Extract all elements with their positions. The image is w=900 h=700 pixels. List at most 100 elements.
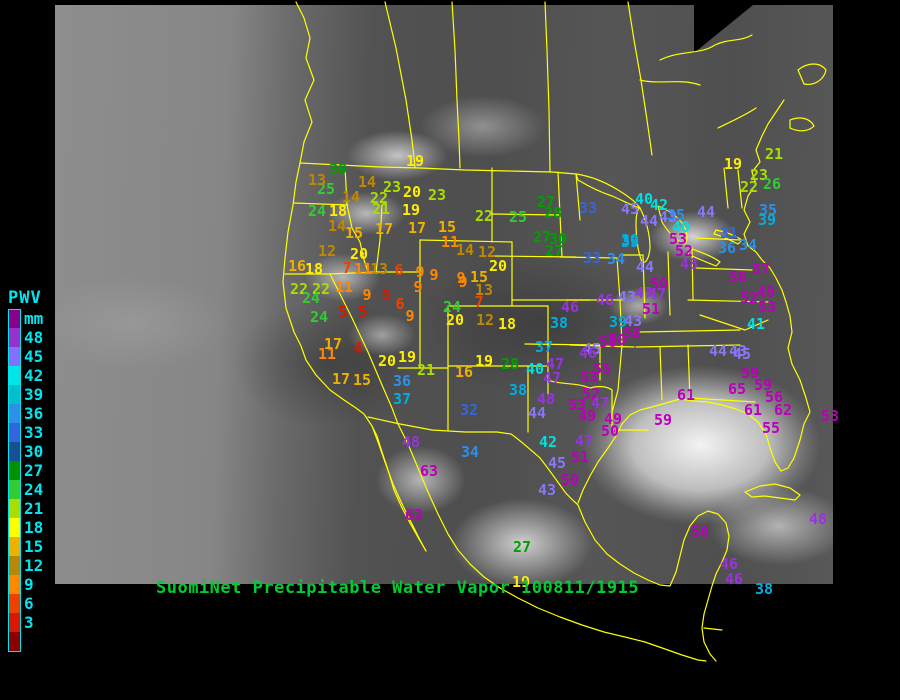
legend-entry: 18 [8, 518, 43, 537]
station-pwv-value: 27 [532, 228, 552, 247]
station-pwv-value: 27 [544, 242, 564, 261]
station-pwv-value: 53 [579, 368, 599, 387]
station-pwv-value: 46 [719, 555, 739, 574]
station-pwv-value: 34 [460, 443, 480, 462]
station-pwv-value: 9 [405, 307, 415, 326]
legend-swatch [8, 308, 21, 329]
station-pwv-value: 44 [527, 404, 547, 423]
station-pwv-value: 43 [658, 208, 678, 227]
legend-label: 3 [24, 613, 34, 632]
legend-label: 45 [24, 347, 44, 366]
station-pwv-value: 50 [598, 333, 618, 352]
station-pwv-value: 17 [374, 220, 394, 239]
legend-swatch [8, 442, 21, 461]
legend-label: 39 [24, 385, 44, 404]
station-pwv-value: 15 [437, 218, 457, 237]
station-pwv-value: 62 [404, 506, 424, 525]
station-pwv-value: 18 [328, 202, 348, 221]
station-pwv-value: 25 [316, 180, 336, 199]
station-pwv-value: 24 [301, 289, 321, 308]
station-pwv-value: 12 [317, 242, 337, 261]
station-pwv-value: 20 [349, 245, 369, 264]
station-pwv-value: 45 [620, 200, 640, 219]
station-pwv-value: 44 [696, 203, 716, 222]
station-pwv-value: 50 [600, 422, 620, 441]
legend-label: 6 [24, 594, 34, 613]
legend-swatch [8, 537, 21, 556]
legend-entry: 36 [8, 404, 43, 423]
station-pwv-value: 51 [570, 448, 590, 467]
station-pwv-value: 23 [749, 166, 769, 185]
pwv-color-scale: PWV mm 48 45 42 39 36 33 30 27 24 21 18 15 12 9 6 3 [8, 290, 44, 652]
station-pwv-value: 11 [317, 345, 337, 364]
station-pwv-value: 38 [549, 314, 569, 333]
station-pwv-value: 39 [620, 231, 640, 250]
station-pwv-value: 53 [567, 396, 587, 415]
station-pwv-value: 19 [405, 152, 425, 171]
station-pwv-value: 38 [508, 381, 528, 400]
legend-label: 9 [24, 575, 34, 594]
legend-entry: 39 [8, 385, 43, 404]
station-pwv-value: 9 [362, 286, 372, 305]
station-pwv-value: 30 [328, 160, 348, 179]
station-pwv-value: 20 [377, 352, 397, 371]
station-pwv-value: 24 [442, 298, 462, 317]
station-pwv-value: 27 [512, 538, 532, 557]
station-pwv-value: 9 [456, 269, 466, 288]
station-pwv-value: 45 [732, 345, 752, 364]
station-pwv-value: 55 [592, 360, 612, 379]
legend-label: 27 [24, 461, 44, 480]
station-pwv-value: 49 [756, 283, 776, 302]
station-pwv-value: 40 [671, 218, 691, 237]
station-pwv-value: 49 [603, 410, 623, 429]
station-pwv-value: 43 [537, 481, 557, 500]
station-pwv-value: 39 [757, 211, 777, 230]
station-pwv-value: 12 [475, 311, 495, 330]
station-pwv-value: 53 [668, 230, 688, 249]
station-pwv-value: 36 [392, 372, 412, 391]
legend-label: 21 [24, 499, 44, 518]
station-pwv-value: 5 [381, 286, 391, 305]
station-pwv-value: 13 [369, 260, 389, 279]
station-pwv-value: 11 [440, 233, 460, 252]
legend-swatch [8, 613, 21, 632]
legend-swatch [8, 404, 21, 423]
station-pwv-value: 20 [402, 183, 422, 202]
station-pwv-value: 40 [634, 190, 654, 209]
station-pwv-value: 46 [560, 298, 580, 317]
station-pwv-value: 59 [753, 376, 773, 395]
legend-entry: 24 [8, 480, 43, 499]
station-pwv-value: 19 [511, 573, 531, 592]
station-pwv-value: 7 [474, 293, 484, 312]
station-pwv-value: 47 [590, 394, 610, 413]
station-pwv-value: 24 [307, 202, 327, 221]
station-pwv-value: 47 [647, 285, 667, 304]
station-pwv-value: 24 [309, 308, 329, 327]
legend-label: 30 [24, 442, 44, 461]
station-pwv-value: 14 [327, 217, 347, 236]
station-pwv-value: 17 [323, 335, 343, 354]
station-pwv-value: 21 [371, 200, 391, 219]
station-pwv-value: 22 [474, 207, 494, 226]
legend-entry: 45 [8, 347, 43, 366]
station-pwv-value: 17 [331, 370, 351, 389]
station-pwv-value: 25 [508, 208, 528, 227]
station-pwv-value: 28 [543, 204, 563, 223]
legend-swatch [8, 366, 21, 385]
legend-label: 33 [24, 423, 44, 442]
station-pwv-value: 13 [474, 281, 494, 300]
satellite-image [55, 5, 833, 584]
legend-swatch [8, 631, 21, 652]
missing-data-wedge [694, 5, 753, 53]
station-pwv-value: 5 [338, 303, 348, 322]
legend-swatch [8, 423, 21, 442]
station-pwv-value: 13 [307, 171, 327, 190]
station-pwv-value: 50 [607, 331, 627, 350]
station-pwv-value: 5 [358, 303, 368, 322]
station-pwv-value: 56 [728, 268, 748, 287]
legend-label: 48 [24, 328, 44, 347]
station-pwv-value: 9 [413, 278, 423, 297]
station-pwv-value: 15 [344, 224, 364, 243]
station-pwv-value: 19 [474, 352, 494, 371]
legend-rows: mm 48 45 42 39 36 33 30 27 24 21 18 15 12 9 6 3 [8, 308, 44, 652]
